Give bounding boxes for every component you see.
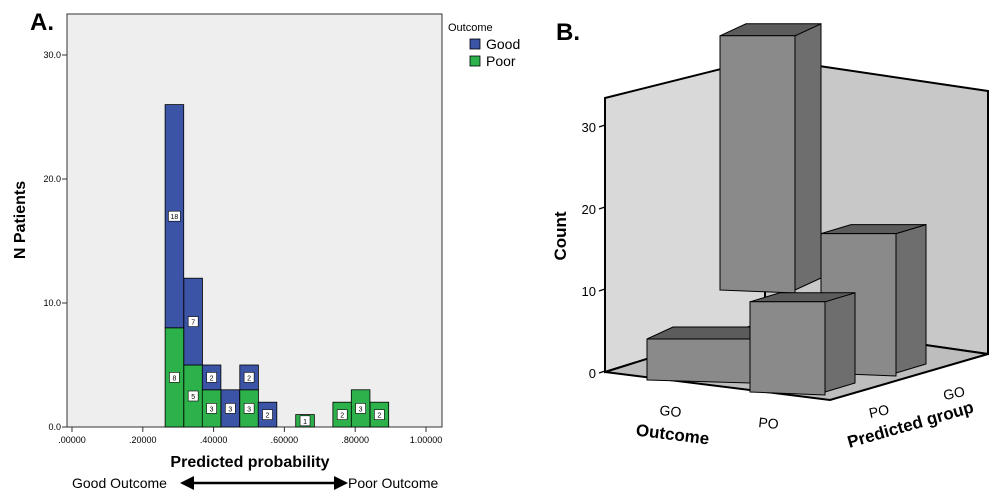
data-label-box (206, 403, 217, 414)
legend-title: Outcome (448, 22, 493, 34)
data-label-box (243, 403, 255, 414)
x-axis: .00000 .20000 .40000 .60000 .80000 1.00000 (58, 427, 442, 445)
bar-po-po-side (824, 292, 856, 393)
bar-po-go-side (895, 223, 927, 374)
legend: Outcome Good Poor (448, 22, 520, 69)
outcome-arrow: Good Outcome Poor Outcome (72, 475, 438, 490)
predicted-group-axis-label: Predicted group (845, 398, 976, 452)
arrow-head-right (334, 476, 348, 490)
plot-area (66, 13, 443, 428)
data-label-poor: 3 (359, 406, 363, 413)
predicted-category-label: PO (867, 401, 890, 421)
data-label-box (355, 403, 366, 414)
data-label-good: 2 (247, 375, 251, 382)
category-labels: GO PO PO GO (659, 383, 967, 432)
data-label-box (374, 409, 385, 420)
data-label-box (299, 415, 311, 427)
panel-a: A. 0.0 10.0 20.0 30.0 .00000 .20000 .40000 .60… (12, 9, 520, 490)
count-axis-label: Count (551, 211, 570, 260)
data-label-poor: 2 (377, 413, 381, 420)
y-tick-label: 20.0 (43, 174, 61, 184)
histogram-bars: 8 18 5 7 3 2 3 3 2 2 1 2 3 2 (164, 104, 390, 428)
data-label-poor: 2 (340, 413, 344, 420)
x-tick-label: 1.00000 (410, 435, 443, 445)
arrow-right-label: Poor Outcome (348, 475, 438, 490)
bar-go-go-front (646, 338, 751, 384)
data-label-poor: 3 (247, 406, 251, 413)
data-label-box (187, 316, 199, 327)
count-tick-label: 30 (582, 120, 596, 135)
x-axis-label: Predicted probability (170, 454, 329, 471)
data-label-box (262, 409, 273, 420)
data-label-poor: 5 (191, 394, 195, 401)
data-label-box (336, 409, 348, 420)
y-tick-label: 10.0 (43, 298, 61, 308)
3d-bars (646, 23, 927, 396)
x-tick-label: .80000 (341, 435, 369, 445)
bar-go-po-front (719, 35, 796, 294)
count-axis: 0 10 20 30 (582, 120, 606, 381)
count-tick-label: 10 (582, 284, 596, 299)
x-tick-label: .20000 (129, 435, 157, 445)
x-tick-label: .60000 (271, 435, 299, 445)
panel-a-label: A. (30, 9, 54, 36)
panel-b: B. 0 10 20 30 GO PO PO GO Count Outcome Predic… (551, 19, 989, 452)
data-label-box (187, 390, 199, 402)
data-label-box (168, 210, 181, 222)
y-axis: 0.0 10.0 20.0 30.0 (43, 50, 67, 432)
y-tick-label: 30.0 (43, 50, 61, 60)
count-tick (598, 124, 606, 128)
data-label-box (206, 372, 217, 383)
panel-b-label: B. (556, 19, 580, 46)
x-tick-label: .40000 (200, 435, 228, 445)
data-label-poor: 3 (210, 406, 214, 413)
y-axis-label: N Patients (12, 181, 29, 259)
data-label-box (243, 372, 255, 383)
count-tick (598, 288, 606, 292)
y-tick-label: 0.0 (48, 422, 61, 432)
data-label-poor: 8 (172, 375, 176, 382)
data-label-box (225, 403, 236, 414)
data-label-good: 18 (171, 214, 179, 221)
bar-go-po-side (794, 23, 822, 291)
count-tick (598, 370, 606, 374)
legend-label-good: Good (486, 36, 520, 52)
count-tick (598, 206, 606, 210)
data-label-good: 7 (191, 320, 195, 327)
data-label-good: 2 (266, 413, 270, 420)
outcome-category-label: PO (758, 414, 780, 432)
arrow-left-label: Good Outcome (72, 475, 167, 490)
legend-swatch-good (469, 38, 481, 50)
predicted-category-label: GO (942, 383, 967, 403)
arrow-head-left (180, 476, 194, 490)
data-label-poor: 1 (303, 419, 307, 426)
data-label-box (169, 372, 180, 383)
data-label-good: 3 (228, 406, 232, 413)
legend-label-poor: Poor (486, 53, 516, 69)
outcome-category-label: GO (659, 402, 682, 420)
outcome-axis-label: Outcome (635, 421, 710, 449)
bar-po-po-front (749, 301, 826, 396)
count-tick-label: 0 (589, 366, 596, 381)
legend-swatch-poor (469, 55, 481, 67)
x-tick-label: .00000 (58, 435, 86, 445)
count-tick-label: 20 (582, 202, 596, 217)
data-label-good: 2 (210, 375, 214, 382)
